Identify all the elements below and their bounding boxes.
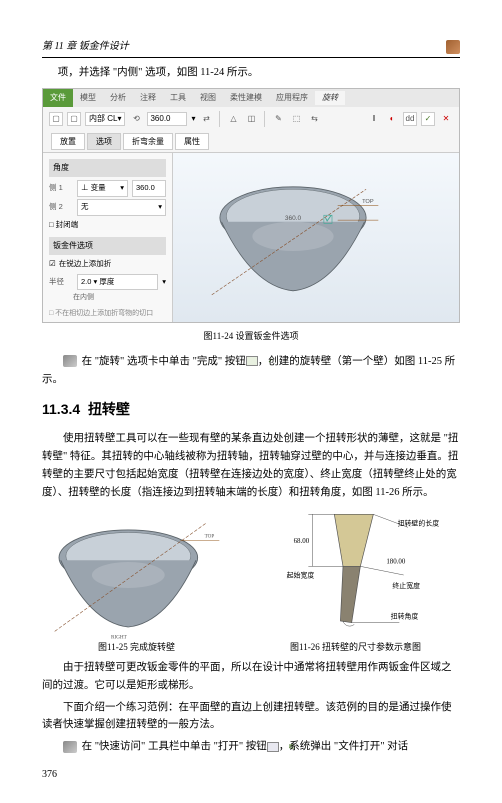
tab-analysis[interactable]: 分析 [103, 91, 133, 105]
edit-icon[interactable]: ⬚ [289, 112, 303, 126]
tab-tools[interactable]: 工具 [163, 91, 193, 105]
rotate-type-select[interactable]: 内部 CL ▾ [85, 112, 125, 126]
page-number: 376 [42, 766, 460, 783]
figures-row: TOP RIGHT 图11-25 完成旋转壁 68.00 起始宽度 扭转壁的长度… [42, 510, 460, 655]
panel-angle-title: 角度 [49, 159, 166, 177]
svg-text:TOP: TOP [362, 200, 374, 206]
step-icon-2: i [63, 741, 77, 753]
angle-field[interactable]: 360.0 [132, 180, 166, 197]
bend-check[interactable]: ☑ 在锐边上添加折 [49, 258, 166, 271]
tab-annotate[interactable]: 注释 [133, 91, 163, 105]
radius-label: 半径 [49, 276, 73, 289]
open-inline-btn: ⧉ [267, 742, 279, 752]
tab-view[interactable]: 视图 [193, 91, 223, 105]
side1-field[interactable]: ⊥ 变量▾ [77, 180, 128, 197]
step-b: i 在 "快速访问" 工具栏中单击 "打开" 按钮⧉，系统弹出 "文件打开" 对… [42, 738, 460, 756]
subtab-bend[interactable]: 折弯余量 [123, 133, 173, 151]
tab-file[interactable]: 文件 [43, 89, 73, 107]
page-header: 第 11 章 钣金件设计 [42, 38, 460, 58]
tab-model[interactable]: 模型 [73, 91, 103, 105]
fig-11-26-caption: 图11-26 扭转壁的尺寸参数示意图 [256, 640, 456, 655]
fig-11-25-caption: 图11-25 完成旋转壁 [47, 640, 227, 655]
chapter-title: 第 11 章 钣金件设计 [42, 38, 129, 55]
side1-label: 侧 1 [49, 182, 73, 195]
angle-input[interactable]: 360.0 [147, 112, 187, 126]
sketch-icon[interactable]: ✎ [271, 112, 285, 126]
subtab-options[interactable]: 选项 [87, 133, 121, 151]
options-panel: 角度 侧 1 ⊥ 变量▾ 360.0 侧 2 无▾ □ 封闭端 钣金件选项 ☑ … [43, 153, 173, 322]
ok-inline-btn: ✓ [246, 356, 258, 366]
pause-icon[interactable]: ‖ [367, 112, 381, 126]
play-icon[interactable]: ◐ [385, 112, 399, 126]
paragraph-3: 下面介绍一个练习范例：在平面壁的直边上创建扭转壁。该范例的目的是通过操作使读者快… [42, 699, 460, 735]
flip2-icon[interactable]: ⇆ [307, 112, 321, 126]
page: 第 11 章 钣金件设计 项，并选择 "内侧" 选项，如图 11-24 所示。 … [0, 0, 502, 803]
ribbon-subtabs: 放置 选项 折弯余量 属性 [43, 131, 459, 153]
tab-rotate[interactable]: 旋转 [315, 91, 345, 105]
paragraph-1: 使用扭转壁工具可以在一些现有壁的某条直边处创建一个扭转形状的薄壁，这就是 "扭转… [42, 430, 460, 501]
side2-label: 侧 2 [49, 201, 73, 214]
subtab-props[interactable]: 属性 [175, 133, 209, 151]
confirm-btn[interactable]: dd [403, 112, 417, 126]
side2-field[interactable]: 无▾ [77, 199, 166, 216]
svg-text:68.00: 68.00 [293, 538, 309, 545]
subtab-place[interactable]: 放置 [51, 133, 85, 151]
tab-app[interactable]: 应用程序 [269, 91, 315, 105]
ribbon-tabs: 文件 模型 分析 注释 工具 视图 柔性建模 应用程序 旋转 [43, 89, 459, 107]
fig-11-26: 68.00 起始宽度 扭转壁的长度 180.00 终止宽度 扭转角度 图11-2… [256, 510, 456, 655]
svg-text:扭转壁的长度: 扭转壁的长度 [397, 518, 439, 527]
thick-icon[interactable]: ◫ [244, 112, 258, 126]
bowl-preview: TOP 360.0 [203, 173, 383, 303]
section-title: 11.3.4 扭转壁 [42, 398, 460, 422]
solid-icon[interactable]: ▢ [67, 112, 81, 126]
panel-sheet-title: 钣金件选项 [49, 237, 166, 255]
svg-text:起始宽度: 起始宽度 [286, 570, 314, 579]
svg-text:RIGHT: RIGHT [111, 634, 128, 640]
paragraph-2: 由于扭转壁可更改钣金零件的平面，所以在设计中通常将扭转壁用作两钣金件区域之间的过… [42, 659, 460, 695]
flip-icon[interactable]: ⇄ [199, 112, 213, 126]
twist-dims-img: 68.00 起始宽度 扭转壁的长度 180.00 终止宽度 扭转角度 [256, 510, 456, 640]
svg-text:TOP: TOP [204, 533, 214, 539]
viewport[interactable]: TOP 360.0 [173, 153, 459, 322]
design-area: 角度 侧 1 ⊥ 变量▾ 360.0 侧 2 无▾ □ 封闭端 钣金件选项 ☑ … [43, 152, 459, 322]
panel-note[interactable]: □ 不在相切边上添加折弯物的切口 [49, 308, 166, 320]
svg-text:终止宽度: 终止宽度 [392, 581, 420, 590]
ribbon-ui: 文件 模型 分析 注释 工具 视图 柔性建模 应用程序 旋转 ▢ ▢ 内部 CL… [42, 88, 460, 324]
ribbon-toolbar: ▢ ▢ 内部 CL ▾ ⟲ 360.0 ▾ ⇄ △ ◫ ✎ ⬚ ⇆ ‖ ◐ dd… [43, 107, 459, 131]
inner-label: 在内侧 [73, 292, 166, 304]
step-icon: i [63, 355, 77, 367]
cap-check[interactable]: □ 封闭端 [49, 219, 166, 232]
cancel-btn[interactable]: ✕ [439, 112, 453, 126]
surface-icon[interactable]: ▢ [49, 112, 63, 126]
svg-text:360.0: 360.0 [285, 216, 302, 223]
svg-text:扭转角度: 扭转角度 [390, 611, 418, 620]
tab-flex[interactable]: 柔性建模 [223, 91, 269, 105]
fig-11-24-caption: 图11-24 设置钣金件选项 [42, 329, 460, 344]
ok-btn[interactable]: ✓ [421, 112, 435, 126]
radius-field[interactable]: 2.0 ▾ 厚度 [77, 274, 158, 291]
intro-text: 项，并选择 "内侧" 选项，如图 11-24 所示。 [42, 64, 460, 82]
step-a: i 在 "旋转" 选项卡中单击 "完成" 按钮✓，创建的旋转壁（第一个壁）如图 … [42, 353, 460, 389]
angle-icon: ⟲ [129, 112, 143, 126]
header-icon [446, 40, 460, 54]
cut-icon[interactable]: △ [226, 112, 240, 126]
bowl-done-img: TOP RIGHT [47, 510, 227, 640]
svg-text:180.00: 180.00 [386, 558, 406, 565]
fig-11-25: TOP RIGHT 图11-25 完成旋转壁 [47, 510, 227, 655]
